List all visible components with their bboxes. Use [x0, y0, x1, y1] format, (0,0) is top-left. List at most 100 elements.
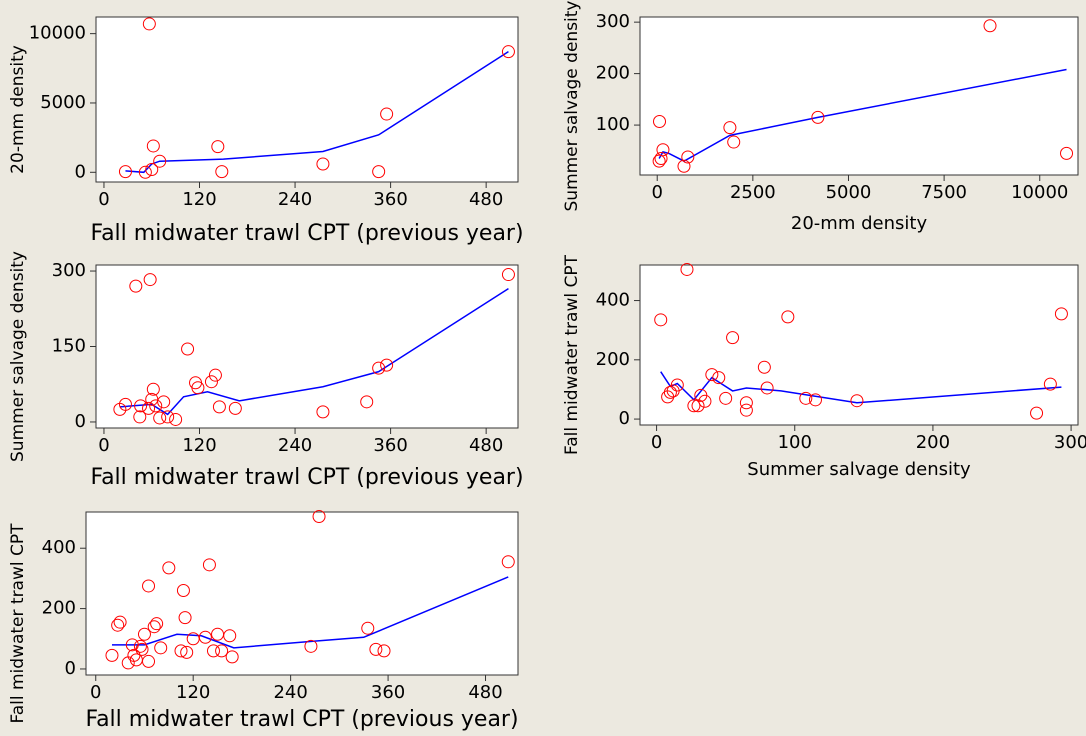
- y-axis-label: Fall midwater trawl CPT: [562, 254, 582, 455]
- x-tick-label: 120: [182, 435, 216, 456]
- x-tick-label: 240: [273, 682, 307, 703]
- point: [372, 165, 386, 179]
- point: [138, 165, 152, 179]
- x-tick-label: 120: [182, 189, 216, 210]
- y-axis-label: Summer salvage density: [8, 251, 28, 462]
- point: [133, 410, 147, 424]
- point: [105, 648, 119, 662]
- point: [304, 639, 318, 653]
- x-tick-label: 300: [1054, 432, 1086, 453]
- x-tick-label: 200: [916, 432, 950, 453]
- smooth-line: [125, 51, 509, 174]
- point: [691, 399, 705, 413]
- point: [653, 114, 667, 128]
- point: [663, 385, 677, 399]
- point: [154, 641, 168, 655]
- point: [670, 378, 684, 392]
- point: [180, 645, 194, 659]
- plot-area: [95, 16, 519, 183]
- point: [360, 395, 374, 409]
- point: [687, 399, 701, 413]
- point: [228, 401, 242, 415]
- point: [135, 642, 149, 656]
- y-tick-label: 150: [52, 336, 86, 357]
- smooth-line: [119, 288, 509, 416]
- point: [850, 394, 864, 408]
- point: [727, 135, 741, 149]
- point: [1043, 377, 1057, 391]
- point: [698, 394, 712, 408]
- x-tick-label: 0: [98, 189, 109, 210]
- point: [726, 331, 740, 345]
- point: [149, 399, 163, 413]
- point: [215, 644, 229, 658]
- point: [1054, 307, 1068, 321]
- point: [983, 19, 997, 33]
- point: [134, 399, 148, 413]
- plot-area: [95, 264, 519, 429]
- point: [652, 154, 666, 168]
- x-tick-label: 360: [373, 189, 407, 210]
- point: [372, 361, 386, 375]
- y-tick-label: 0: [75, 411, 86, 432]
- point: [178, 611, 192, 625]
- point: [142, 17, 156, 31]
- point: [654, 313, 668, 327]
- point: [142, 654, 156, 668]
- point: [680, 262, 694, 276]
- point: [198, 630, 212, 644]
- point: [137, 627, 151, 641]
- point: [153, 411, 167, 425]
- point: [176, 583, 190, 597]
- point: [781, 310, 795, 324]
- point: [1030, 406, 1044, 420]
- y-tick-label: 0: [75, 161, 86, 182]
- point: [369, 642, 383, 656]
- point: [739, 396, 753, 410]
- y-tick-label: 400: [596, 290, 630, 311]
- point: [225, 650, 239, 664]
- point: [1060, 146, 1074, 160]
- point: [739, 403, 753, 417]
- x-axis-label: Summer salvage density: [747, 459, 971, 480]
- point: [181, 342, 195, 356]
- y-tick-label: 5000: [40, 92, 86, 113]
- point: [501, 268, 515, 282]
- y-axis-label: Summer salvage density: [562, 1, 582, 212]
- point: [118, 397, 132, 411]
- point: [719, 391, 733, 405]
- point: [142, 579, 156, 593]
- point: [377, 644, 391, 658]
- x-tick-label: 10000: [1011, 182, 1068, 203]
- point: [157, 395, 171, 409]
- point: [211, 140, 225, 154]
- point: [215, 165, 229, 179]
- y-tick-label: 400: [42, 537, 76, 558]
- x-tick-label: 480: [469, 435, 503, 456]
- point: [501, 45, 515, 59]
- point: [147, 620, 161, 634]
- point: [705, 368, 719, 382]
- point: [316, 405, 330, 419]
- x-tick-label: 2500: [730, 182, 776, 203]
- point: [712, 371, 726, 385]
- y-tick-label: 200: [596, 349, 630, 370]
- point: [799, 391, 813, 405]
- plot-area: [639, 16, 1079, 176]
- plot-area: [639, 264, 1079, 426]
- x-tick-label: 0: [90, 682, 101, 703]
- y-tick-label: 10000: [29, 23, 86, 44]
- x-tick-label: 120: [176, 682, 210, 703]
- point: [118, 165, 132, 179]
- point: [133, 639, 147, 653]
- point: [146, 382, 160, 396]
- x-tick-label: 480: [468, 682, 502, 703]
- x-tick-label: 0: [651, 182, 662, 203]
- x-axis-label: Fall midwater trawl CPT (previous year): [90, 465, 523, 490]
- point: [204, 375, 218, 389]
- x-tick-label: 7500: [921, 182, 967, 203]
- y-tick-label: 0: [65, 658, 76, 679]
- point: [223, 629, 237, 643]
